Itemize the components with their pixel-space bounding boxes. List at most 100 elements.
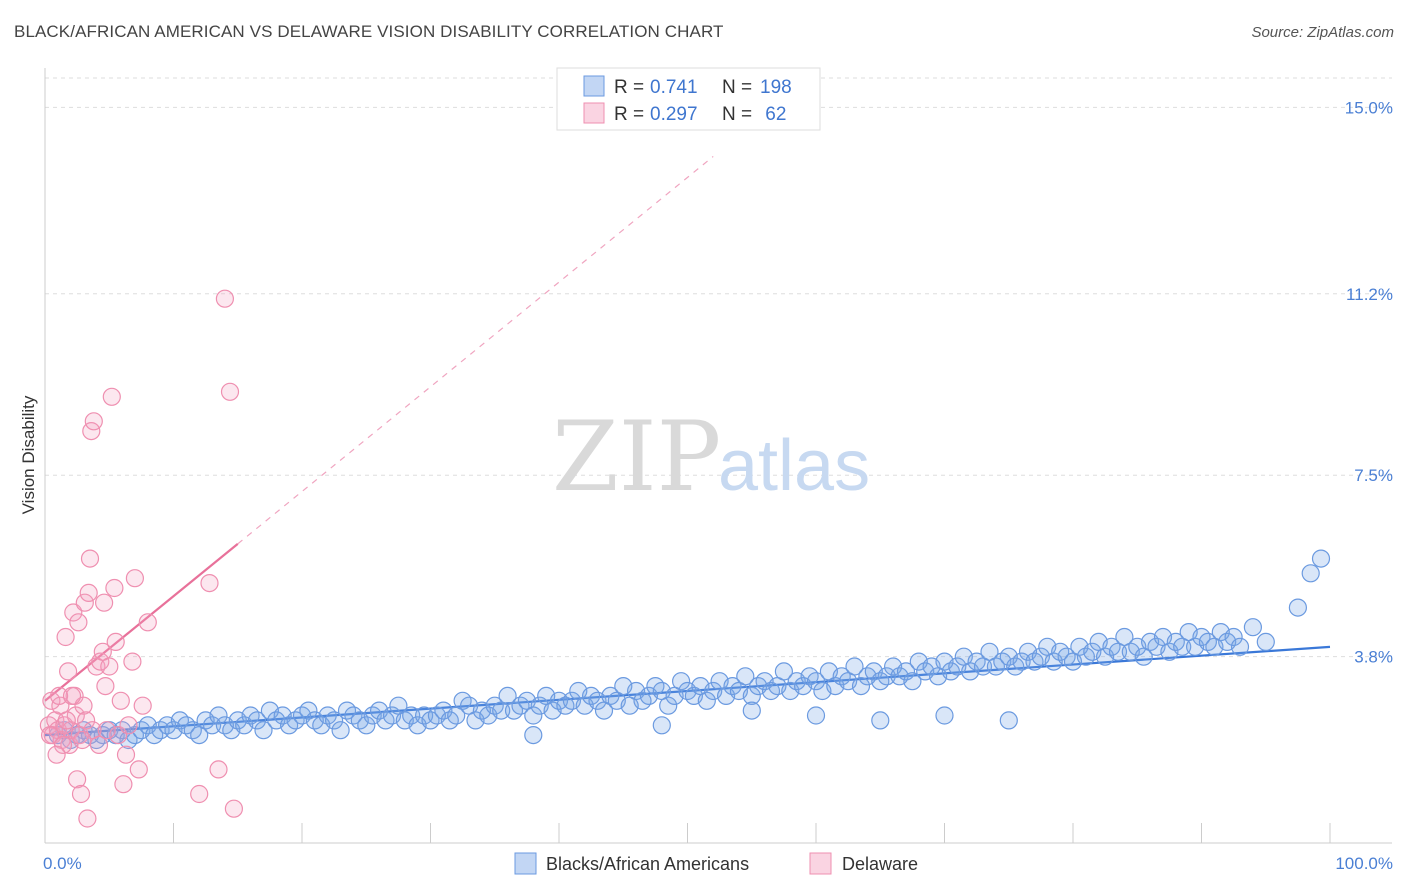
point-delaware bbox=[190, 784, 209, 804]
point-blacks-african-americans bbox=[1224, 627, 1243, 647]
point-blacks-african-americans bbox=[524, 706, 543, 725]
point-blacks-african-americans bbox=[742, 686, 761, 706]
point-delaware bbox=[56, 627, 75, 647]
source-label: Source: ZipAtlas.com bbox=[1251, 24, 1394, 41]
legend-r-label-pink: R = bbox=[614, 104, 644, 125]
grid-lines bbox=[45, 77, 1392, 658]
point-blacks-african-americans bbox=[806, 706, 826, 725]
point-delaware bbox=[133, 696, 152, 715]
point-delaware bbox=[53, 735, 73, 755]
point-delaware bbox=[71, 784, 91, 804]
point-delaware bbox=[78, 809, 97, 828]
point-delaware bbox=[106, 632, 125, 652]
data-points bbox=[39, 289, 1331, 828]
point-blacks-african-americans bbox=[659, 696, 678, 715]
point-blacks-african-americans bbox=[1256, 632, 1275, 652]
point-blacks-african-americans bbox=[402, 706, 421, 725]
x-tick-label-start: 0.0% bbox=[43, 854, 82, 873]
legend-n-label-pink: N = bbox=[722, 104, 752, 125]
y-axis-title: Vision Disability bbox=[19, 395, 38, 514]
point-blacks-african-americans bbox=[999, 711, 1018, 730]
point-delaware bbox=[123, 652, 142, 671]
point-blacks-african-americans bbox=[299, 701, 318, 720]
point-blacks-african-americans bbox=[247, 711, 267, 730]
point-blacks-african-americans bbox=[774, 662, 794, 681]
legend-r-value-blue: 0.741 bbox=[650, 77, 698, 98]
y-tick-label: 11.2% bbox=[1346, 285, 1393, 304]
point-delaware bbox=[94, 593, 114, 612]
bottom-legend-swatch-blue bbox=[514, 852, 537, 875]
point-blacks-african-americans bbox=[325, 711, 344, 730]
y-tick-labels: 3.8% 7.5% 11.2% 15.0% bbox=[1345, 98, 1393, 666]
bottom-legend-label-blue: Blacks/African Americans bbox=[546, 854, 749, 874]
legend-swatch-blue bbox=[583, 75, 605, 97]
point-blacks-african-americans bbox=[806, 672, 826, 691]
legend-n-label-blue: N = bbox=[722, 77, 752, 98]
point-delaware bbox=[62, 686, 82, 706]
point-blacks-african-americans bbox=[1230, 637, 1250, 656]
point-delaware bbox=[74, 696, 93, 715]
point-blacks-african-americans bbox=[1311, 549, 1331, 568]
point-blacks-african-americans bbox=[1301, 564, 1320, 583]
point-delaware bbox=[57, 711, 76, 730]
point-blacks-african-americans bbox=[254, 721, 273, 740]
point-delaware bbox=[220, 382, 240, 401]
point-delaware bbox=[40, 725, 60, 745]
chart-title: BLACK/AFRICAN AMERICAN VS DELAWARE VISIO… bbox=[14, 22, 724, 41]
point-delaware bbox=[67, 770, 87, 789]
axes bbox=[44, 68, 1392, 844]
point-delaware bbox=[89, 735, 109, 755]
point-delaware bbox=[224, 799, 243, 818]
point-blacks-african-americans bbox=[1288, 598, 1308, 617]
point-delaware bbox=[84, 412, 103, 431]
point-delaware bbox=[47, 745, 66, 764]
point-blacks-african-americans bbox=[331, 721, 350, 740]
point-blacks-african-americans bbox=[877, 667, 896, 686]
point-blacks-african-americans bbox=[524, 725, 543, 745]
point-blacks-african-americans bbox=[671, 672, 691, 691]
watermark-atlas: atlas bbox=[718, 426, 870, 506]
watermark-zip: ZIP bbox=[552, 401, 721, 513]
point-blacks-african-americans bbox=[209, 706, 228, 725]
point-delaware bbox=[79, 583, 98, 603]
bottom-legend: Blacks/African Americans Delaware bbox=[514, 852, 918, 875]
y-tick-label: 3.8% bbox=[1354, 648, 1393, 667]
legend-swatch-pink bbox=[583, 102, 605, 124]
point-delaware bbox=[114, 775, 133, 794]
point-delaware bbox=[58, 662, 78, 681]
legend: R = 0.741 N = 198 R = 0.297 N = 62 bbox=[556, 67, 821, 131]
point-blacks-african-americans bbox=[903, 672, 922, 691]
point-delaware bbox=[111, 691, 130, 710]
point-delaware bbox=[215, 289, 234, 308]
point-blacks-african-americans bbox=[742, 701, 761, 720]
point-blacks-african-americans bbox=[652, 716, 671, 735]
point-delaware bbox=[75, 593, 94, 612]
point-blacks-african-americans bbox=[203, 716, 222, 735]
point-delaware bbox=[100, 657, 119, 676]
point-blacks-african-americans bbox=[697, 691, 716, 710]
point-blacks-african-americans bbox=[871, 711, 890, 730]
x-tick-label-end: 100.0% bbox=[1335, 854, 1393, 873]
legend-n-value-blue: 198 bbox=[760, 77, 792, 98]
point-delaware bbox=[97, 721, 116, 740]
point-blacks-african-americans bbox=[845, 657, 864, 676]
point-delaware bbox=[102, 387, 121, 406]
point-delaware bbox=[129, 760, 148, 779]
point-delaware bbox=[125, 569, 144, 588]
point-delaware bbox=[69, 613, 88, 632]
point-delaware bbox=[116, 745, 136, 764]
y-tick-label: 15.0% bbox=[1345, 98, 1393, 117]
point-blacks-african-americans bbox=[935, 706, 954, 725]
bottom-legend-swatch-pink bbox=[809, 852, 832, 875]
bottom-legend-label-pink: Delaware bbox=[842, 854, 918, 874]
point-delaware bbox=[138, 613, 157, 632]
point-blacks-african-americans bbox=[1012, 652, 1031, 671]
point-blacks-african-americans bbox=[851, 676, 871, 696]
point-delaware bbox=[49, 686, 69, 706]
point-delaware bbox=[66, 706, 85, 725]
point-delaware bbox=[80, 549, 100, 568]
legend-n-value-pink: 62 bbox=[760, 104, 786, 125]
point-delaware bbox=[209, 760, 228, 779]
x-tick-labels: 0.0% 100.0% bbox=[43, 854, 1393, 873]
